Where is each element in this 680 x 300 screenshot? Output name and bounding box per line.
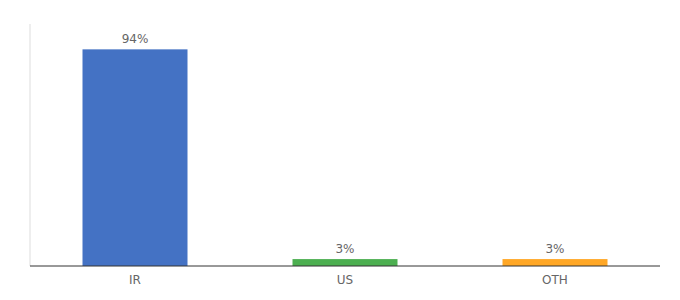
x-tick-label: OTH (542, 273, 568, 287)
data-label: 3% (545, 242, 564, 256)
bar (83, 49, 188, 266)
data-label: 3% (335, 242, 354, 256)
bars (83, 49, 608, 266)
bar (503, 259, 608, 266)
chart-container: IR US OTH 94% 3% 3% (0, 0, 680, 300)
value-range-line (30, 24, 31, 266)
data-label: 94% (122, 32, 149, 46)
x-tick-label: IR (129, 273, 141, 287)
x-tick-label: US (337, 273, 353, 287)
x-axis-line (30, 266, 660, 267)
bar (293, 259, 398, 266)
chart: IR US OTH 94% 3% 3% (0, 0, 680, 300)
